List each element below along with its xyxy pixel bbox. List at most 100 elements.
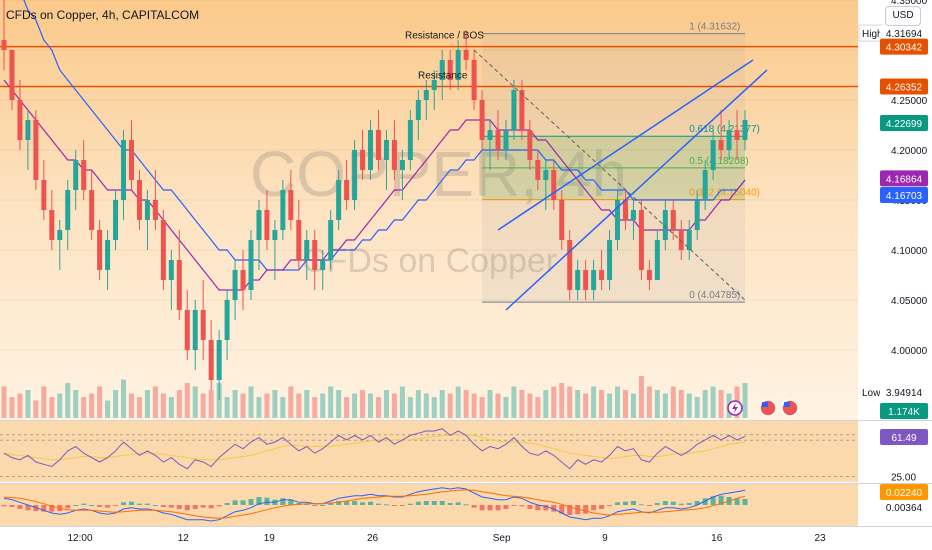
- candle-body[interactable]: [742, 120, 748, 140]
- candle-body[interactable]: [336, 180, 342, 220]
- candle-body[interactable]: [463, 50, 469, 60]
- candle-body[interactable]: [288, 190, 294, 220]
- event-icons[interactable]: [727, 399, 799, 417]
- candle-body[interactable]: [312, 240, 318, 270]
- candle-body[interactable]: [248, 240, 254, 290]
- candle-body[interactable]: [559, 200, 565, 240]
- candle-body[interactable]: [304, 240, 310, 260]
- candle-body[interactable]: [710, 140, 716, 170]
- candle-body[interactable]: [25, 120, 31, 140]
- candle-body[interactable]: [567, 240, 573, 290]
- candle-body[interactable]: [615, 200, 621, 240]
- candle-body[interactable]: [686, 230, 692, 250]
- candle-body[interactable]: [176, 260, 182, 310]
- candle-body[interactable]: [487, 130, 493, 140]
- candle-body[interactable]: [447, 60, 453, 80]
- candle-body[interactable]: [224, 300, 230, 340]
- candle-body[interactable]: [256, 210, 262, 240]
- candle-body[interactable]: [638, 210, 644, 270]
- candle-body[interactable]: [519, 90, 525, 130]
- candle-body[interactable]: [240, 270, 246, 290]
- candle-body[interactable]: [89, 190, 95, 230]
- candle-body[interactable]: [113, 200, 119, 240]
- candle-body[interactable]: [121, 140, 127, 200]
- candle-body[interactable]: [65, 190, 71, 230]
- candle-body[interactable]: [511, 90, 517, 130]
- candle-body[interactable]: [264, 210, 270, 240]
- candle-body[interactable]: [694, 200, 700, 230]
- candle-body[interactable]: [543, 170, 549, 180]
- candle-body[interactable]: [57, 230, 63, 240]
- candle-body[interactable]: [503, 130, 509, 150]
- candle-body[interactable]: [1, 40, 7, 50]
- candle-body[interactable]: [17, 100, 23, 140]
- candle-body[interactable]: [105, 240, 111, 270]
- channel-lower-line[interactable]: [505, 69, 768, 311]
- candle-body[interactable]: [702, 170, 708, 200]
- channel-upper-line[interactable]: [497, 59, 754, 231]
- candle-body[interactable]: [208, 340, 214, 380]
- candle-body[interactable]: [726, 130, 732, 150]
- candle-body[interactable]: [192, 310, 198, 350]
- candle-body[interactable]: [344, 180, 350, 200]
- candle-body[interactable]: [49, 210, 55, 240]
- candle-body[interactable]: [734, 130, 740, 140]
- candle-body[interactable]: [232, 270, 238, 300]
- candle-body[interactable]: [200, 310, 206, 340]
- candle-body[interactable]: [599, 270, 605, 280]
- candle-body[interactable]: [296, 220, 302, 260]
- candle-body[interactable]: [407, 120, 413, 160]
- candle-body[interactable]: [368, 130, 374, 170]
- candle-body[interactable]: [646, 270, 652, 280]
- candle-body[interactable]: [535, 160, 541, 180]
- candle-body[interactable]: [654, 240, 660, 280]
- candle-body[interactable]: [575, 270, 581, 290]
- candle-body[interactable]: [479, 100, 485, 140]
- candle-body[interactable]: [551, 170, 557, 200]
- candle-body[interactable]: [272, 230, 278, 240]
- candle-body[interactable]: [471, 60, 477, 100]
- candle-body[interactable]: [328, 220, 334, 260]
- candle-body[interactable]: [320, 260, 326, 270]
- candle-body[interactable]: [152, 200, 158, 220]
- candle-body[interactable]: [423, 90, 429, 100]
- candle-body[interactable]: [9, 50, 15, 100]
- candle-body[interactable]: [81, 160, 87, 190]
- candle-body[interactable]: [144, 200, 150, 220]
- candle-body[interactable]: [216, 340, 222, 380]
- candle-body[interactable]: [352, 150, 358, 200]
- candle-body[interactable]: [136, 180, 142, 220]
- candle-body[interactable]: [128, 140, 134, 180]
- candle-body[interactable]: [670, 210, 676, 230]
- candle-body[interactable]: [415, 100, 421, 120]
- candle-body[interactable]: [383, 140, 389, 160]
- candle-body[interactable]: [160, 220, 166, 280]
- candle-body[interactable]: [455, 50, 461, 80]
- candle-body[interactable]: [280, 190, 286, 230]
- candle-body[interactable]: [630, 210, 636, 220]
- candle-body[interactable]: [391, 140, 397, 170]
- candle-body[interactable]: [718, 140, 724, 150]
- candle-body[interactable]: [678, 230, 684, 250]
- candle-body[interactable]: [73, 160, 79, 190]
- candle-body[interactable]: [495, 130, 501, 150]
- candle-body[interactable]: [41, 180, 47, 210]
- candle-body[interactable]: [591, 270, 597, 290]
- candle-body[interactable]: [662, 210, 668, 240]
- candle-body[interactable]: [360, 150, 366, 170]
- candle-body[interactable]: [168, 260, 174, 280]
- candle-body[interactable]: [622, 200, 628, 220]
- candle-body[interactable]: [399, 160, 405, 170]
- currency-button[interactable]: USD: [885, 6, 921, 26]
- dashed-trendline[interactable]: [473, 49, 746, 301]
- candle-body[interactable]: [439, 60, 445, 80]
- candle-body[interactable]: [431, 80, 437, 90]
- candle-body[interactable]: [527, 130, 533, 160]
- candle-body[interactable]: [583, 270, 589, 290]
- candle-body[interactable]: [33, 120, 39, 180]
- candle-body[interactable]: [184, 310, 190, 350]
- candle-body[interactable]: [97, 230, 103, 270]
- candle-body[interactable]: [607, 240, 613, 280]
- candle-body[interactable]: [375, 130, 381, 160]
